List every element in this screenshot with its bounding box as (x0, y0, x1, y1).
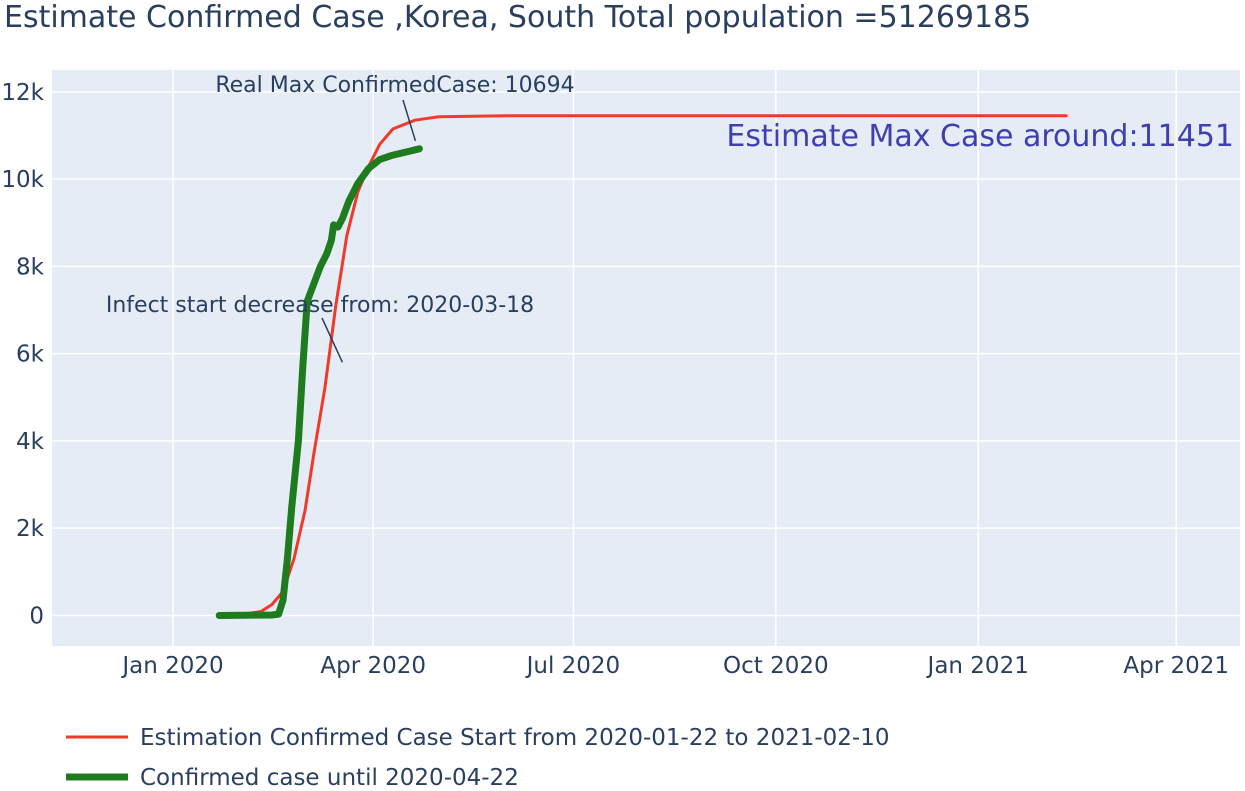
x-tick-label: Apr 2021 (1123, 653, 1229, 679)
legend-item[interactable]: Confirmed case until 2020-04-22 (66, 765, 519, 791)
x-tick-label: Jul 2020 (525, 653, 621, 679)
y-tick-label: 0 (29, 603, 44, 629)
series-layer (215, 114, 1068, 619)
y-tick-label: 2k (16, 516, 45, 542)
annotation-infect-decrease: Infect start decrease from: 2020-03-18 (106, 293, 534, 318)
grid-lines (52, 70, 1240, 646)
annotations: Real Max ConfirmedCase: 10694 Infect star… (106, 73, 1234, 363)
y-tick-label: 12k (1, 80, 44, 106)
plot-background (52, 70, 1240, 646)
confirmed-series-line[interactable] (215, 145, 423, 619)
chart-title: Estimate Confirmed Case ,Korea, South To… (4, 0, 1032, 35)
y-tick-label: 8k (16, 254, 45, 280)
legend-label: Estimation Confirmed Case Start from 202… (140, 725, 889, 751)
y-tick-label: 6k (16, 342, 45, 368)
y-tick-label: 10k (1, 167, 44, 193)
legend-item[interactable]: Estimation Confirmed Case Start from 202… (66, 725, 889, 751)
x-tick-label: Apr 2020 (320, 653, 426, 679)
x-tick-label: Jan 2020 (120, 653, 223, 679)
y-tick-label: 4k (16, 429, 45, 455)
annotation-estimate-max: Estimate Max Case around:11451 (726, 119, 1234, 154)
axis-tick-labels: Jan 2020 Apr 2020 Jul 2020 Oct 2020 Jan 2021… (1, 80, 1229, 679)
legend[interactable]: Estimation Confirmed Case Start from 202… (66, 725, 889, 791)
x-tick-label: Jan 2021 (926, 653, 1029, 679)
legend-label: Confirmed case until 2020-04-22 (140, 765, 519, 791)
annotation-real-max: Real Max ConfirmedCase: 10694 (215, 73, 574, 98)
estimation-series-line[interactable] (217, 114, 1068, 617)
x-tick-label: Oct 2020 (723, 653, 829, 679)
annotation-arrow (321, 317, 344, 363)
annotation-arrow (402, 99, 417, 142)
